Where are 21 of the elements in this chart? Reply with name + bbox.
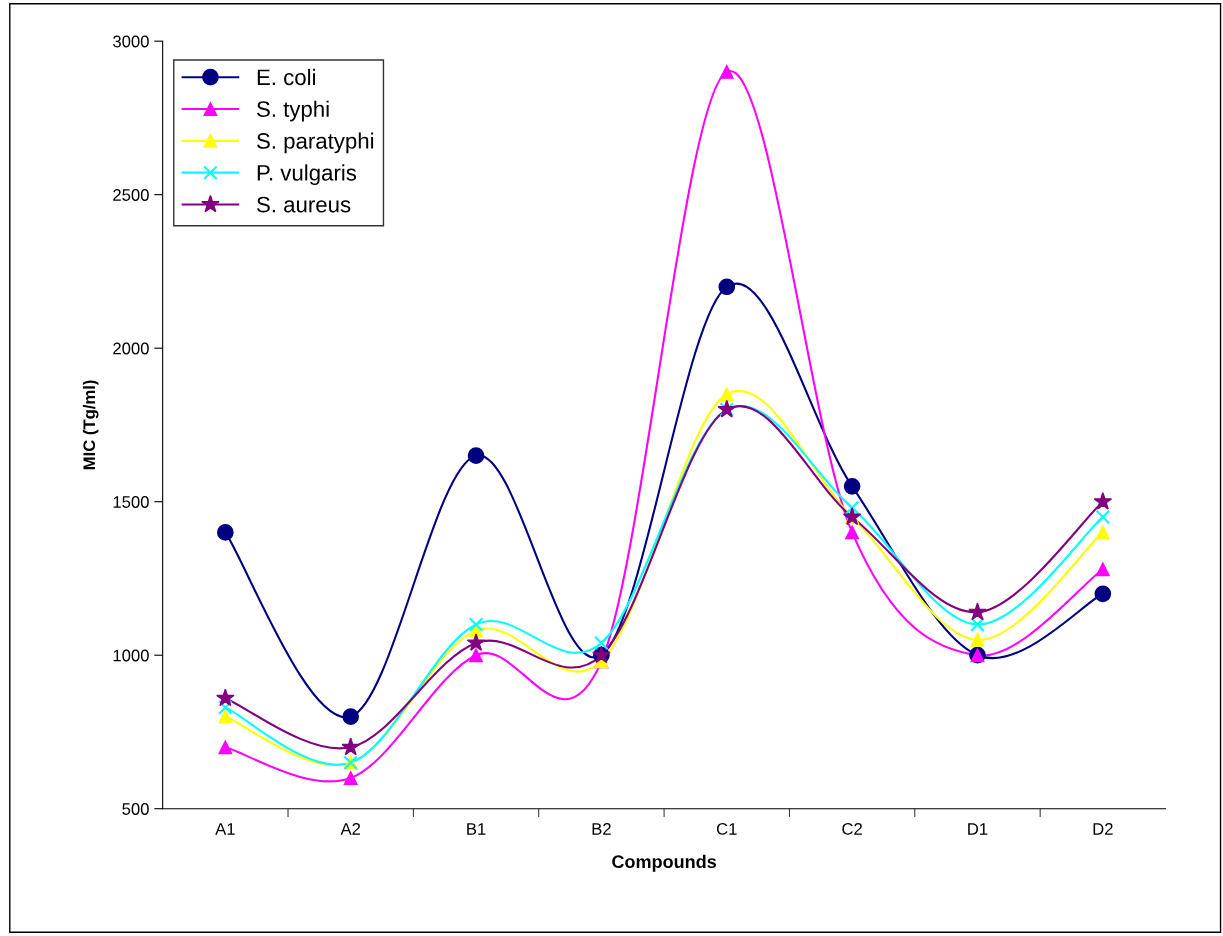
- x-tick-label: B1: [467, 823, 486, 835]
- x-tick-label: A1: [215, 823, 235, 835]
- x-tick-label: D2: [1093, 823, 1113, 835]
- y-tick-label: 2000: [113, 342, 149, 355]
- legend-label: S. paratyphi: [257, 132, 374, 154]
- y-axis-title: MIC (Tg/ml): [82, 380, 99, 470]
- y-tick-label: 1000: [113, 649, 149, 662]
- y-tick-label: 1500: [113, 496, 149, 508]
- x-tick-label: A2: [340, 823, 361, 835]
- x-tick-label: C2: [842, 823, 862, 835]
- legend-label: E. coli: [257, 68, 316, 86]
- x-tick-label: C1: [716, 823, 737, 835]
- legend-label: S. typhi: [257, 100, 329, 122]
- x-tick-label: B2: [592, 823, 611, 835]
- legend-label: S. aureus: [257, 196, 351, 213]
- x-tick-label: D1: [968, 823, 988, 835]
- y-tick-label: 500: [122, 803, 149, 815]
- x-axis-title: Compounds: [612, 854, 717, 872]
- legend-label: P. vulgaris: [257, 164, 357, 186]
- y-tick-label: 3000: [113, 35, 149, 48]
- y-tick-label: 2500: [113, 189, 149, 201]
